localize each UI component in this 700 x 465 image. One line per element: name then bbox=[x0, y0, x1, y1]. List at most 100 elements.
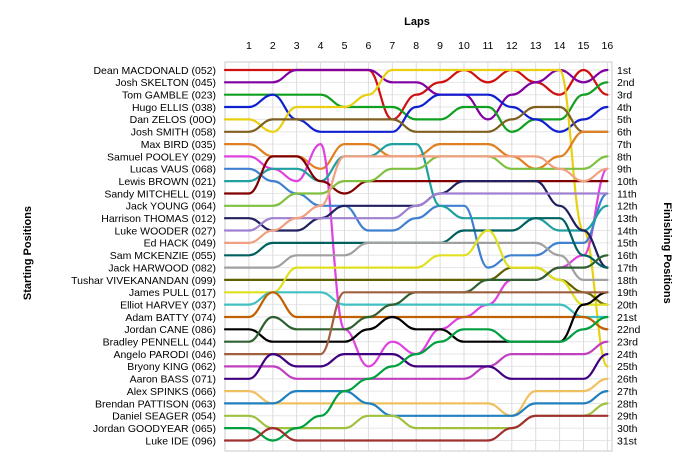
series-line bbox=[223, 315, 609, 442]
lap-tick-labels: 1 2 3 4 5 6 7 8 9 10 11 12 13 14 15 16 bbox=[246, 40, 613, 52]
finish-position-label: 12th bbox=[617, 201, 638, 213]
finish-position-label: 16th bbox=[617, 250, 638, 262]
lap-tick-label: 14 bbox=[554, 40, 566, 52]
finish-position-label: 23rd bbox=[617, 337, 638, 349]
lap-tick-label: 8 bbox=[413, 40, 419, 52]
driver-label: Tom GAMBLE (023) bbox=[122, 90, 216, 102]
series-line bbox=[223, 291, 609, 319]
finish-position-label: 11th bbox=[617, 188, 637, 200]
series-line bbox=[223, 155, 609, 195]
finish-position-label: 5th bbox=[617, 114, 632, 126]
y-axis-title-right: Finishing Positions bbox=[661, 202, 673, 303]
series-line bbox=[223, 68, 609, 368]
finish-position-label: 3rd bbox=[617, 90, 632, 102]
series-line bbox=[223, 93, 609, 133]
driver-label: Lucas VAUS (068) bbox=[130, 164, 216, 176]
series-line bbox=[223, 192, 609, 232]
finish-position-label: 7th bbox=[617, 139, 632, 151]
lap-tick-label: 3 bbox=[294, 40, 300, 52]
series-line bbox=[223, 390, 609, 417]
finish-position-label: 8th bbox=[617, 151, 632, 163]
finish-position-label: 30th bbox=[617, 423, 638, 435]
lap-tick-label: 5 bbox=[342, 40, 348, 52]
series-line bbox=[223, 291, 609, 356]
series-line bbox=[223, 229, 609, 306]
driver-label: Jordan GOODYEAR (065) bbox=[93, 423, 216, 435]
lap-tick-label: 4 bbox=[318, 40, 324, 52]
finish-position-label: 6th bbox=[617, 127, 632, 139]
series-line bbox=[223, 353, 609, 380]
lap-tick-label: 2 bbox=[270, 40, 276, 52]
lap-tick-label: 10 bbox=[458, 40, 470, 52]
series-line bbox=[223, 68, 609, 121]
finish-position-label: 26th bbox=[617, 374, 638, 386]
driver-label: Tushar VIVEKANANDAN (099) bbox=[71, 275, 216, 287]
driver-label: Harrison THOMAS (012) bbox=[101, 213, 216, 225]
finish-position-label: 28th bbox=[617, 398, 638, 410]
finish-position-label: 9th bbox=[617, 164, 632, 176]
driver-label: Brendan PATTISON (063) bbox=[95, 398, 216, 410]
finish-position-label: 15th bbox=[617, 238, 638, 250]
driver-label: Alex SPINKS (066) bbox=[127, 386, 216, 398]
finish-labels: 1st2nd3rd4th5th6th7th8th9th10th11th12th1… bbox=[617, 65, 641, 447]
driver-label: Bryony KING (062) bbox=[127, 361, 216, 373]
finish-position-label: 19th bbox=[617, 287, 638, 299]
driver-label: James PULL (017) bbox=[129, 287, 216, 299]
finish-position-label: 29th bbox=[617, 411, 638, 423]
series-line bbox=[223, 155, 609, 207]
lap-tick-label: 13 bbox=[530, 40, 542, 52]
finish-position-label: 31st bbox=[617, 435, 637, 447]
series-line bbox=[223, 414, 609, 442]
lap-tick-label: 6 bbox=[365, 40, 371, 52]
finish-position-label: 1st bbox=[617, 65, 631, 77]
finish-position-label: 14th bbox=[617, 225, 638, 237]
finish-position-label: 27th bbox=[617, 386, 638, 398]
lap-tick-label: 9 bbox=[437, 40, 443, 52]
driver-label: Aaron BASS (071) bbox=[130, 374, 216, 386]
series-line bbox=[223, 291, 609, 331]
driver-label: Dan ZELOS (00O) bbox=[130, 114, 216, 126]
series-lines bbox=[223, 68, 609, 442]
driver-label: Bradley PENNELL (044) bbox=[103, 337, 216, 349]
series-line bbox=[223, 167, 609, 269]
finish-position-label: 4th bbox=[617, 102, 632, 114]
finish-position-label: 2nd bbox=[617, 77, 635, 89]
series-line bbox=[223, 81, 609, 133]
driver-label: Max BIRD (035) bbox=[141, 139, 216, 151]
series-line bbox=[223, 143, 609, 232]
lap-tick-label: 16 bbox=[602, 40, 614, 52]
driver-label: Luke WOODER (027) bbox=[114, 225, 216, 237]
driver-label: Jordan CANE (086) bbox=[124, 324, 216, 336]
driver-label: Ed HACK (049) bbox=[144, 238, 216, 250]
series-line bbox=[223, 105, 609, 133]
y-axis-title-left: Starting Positions bbox=[22, 206, 34, 300]
lap-tick-label: 1 bbox=[246, 40, 252, 52]
finish-position-label: 24th bbox=[617, 349, 638, 361]
finish-position-label: 10th bbox=[617, 176, 638, 188]
driver-labels: Dean MACDONALD (052)Josh SKELTON (045)To… bbox=[71, 65, 216, 447]
finish-position-label: 25th bbox=[617, 361, 638, 373]
driver-label: Sandy MITCHELL (019) bbox=[104, 188, 216, 200]
lap-tick-label: 15 bbox=[578, 40, 590, 52]
finish-position-label: 17th bbox=[617, 262, 638, 274]
finish-position-label: 21st bbox=[617, 312, 637, 324]
driver-label: Hugo ELLIS (038) bbox=[132, 102, 216, 114]
driver-label: Lewis BROWN (021) bbox=[119, 176, 216, 188]
driver-label: Angelo PARODI (046) bbox=[113, 349, 216, 361]
driver-label: Adam BATTY (074) bbox=[125, 312, 216, 324]
driver-label: Elliot HARVEY (037) bbox=[120, 299, 216, 311]
driver-label: Samuel POOLEY (029) bbox=[107, 151, 216, 163]
driver-label: Luke IDE (096) bbox=[145, 435, 216, 447]
driver-label: Daniel SEAGER (054) bbox=[112, 411, 216, 423]
series-line bbox=[223, 340, 609, 380]
series-line bbox=[223, 155, 609, 245]
chart-title: Laps bbox=[404, 16, 430, 28]
finish-position-label: 22nd bbox=[617, 324, 641, 336]
series-line bbox=[223, 377, 609, 417]
driver-label: Jack YOUNG (064) bbox=[126, 201, 216, 213]
finish-position-label: 13th bbox=[617, 213, 638, 225]
series-line bbox=[223, 68, 609, 121]
lap-tick-label: 7 bbox=[389, 40, 395, 52]
driver-label: Jack HARWOOD (082) bbox=[108, 262, 216, 274]
